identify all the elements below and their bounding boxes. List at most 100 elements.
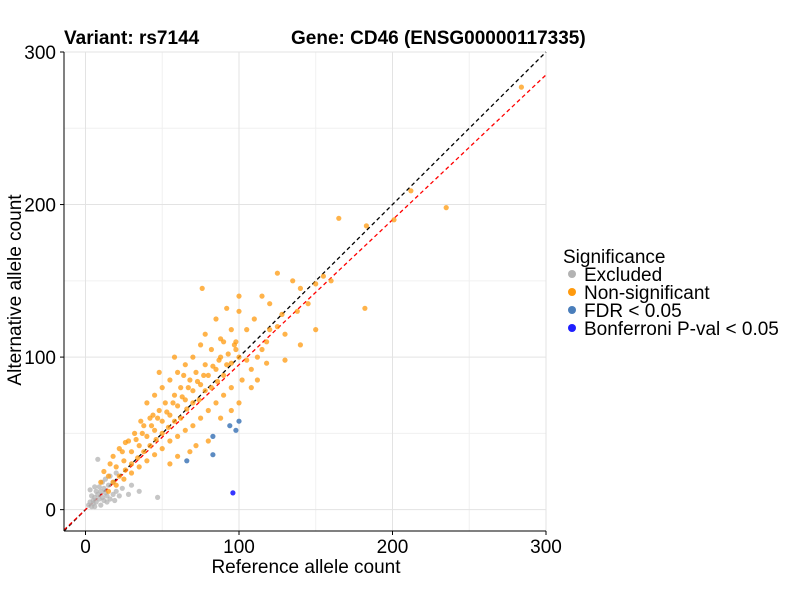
data-point — [274, 270, 280, 276]
data-point — [138, 418, 144, 424]
data-point — [107, 461, 113, 467]
y-axis-title: Alternative allele count — [5, 194, 26, 386]
data-point — [148, 423, 155, 429]
data-point — [116, 473, 122, 479]
data-point — [175, 433, 181, 439]
data-point — [87, 487, 93, 493]
data-point — [363, 223, 369, 229]
data-point — [228, 407, 234, 414]
data-point — [178, 385, 184, 391]
data-point — [89, 493, 95, 499]
data-point — [171, 418, 178, 424]
data-point — [150, 412, 156, 418]
data-point — [167, 438, 173, 444]
data-point — [221, 392, 227, 398]
data-point — [202, 362, 208, 368]
data-point — [228, 327, 234, 333]
data-point — [187, 377, 193, 383]
data-point — [121, 476, 127, 482]
data-point — [305, 301, 311, 307]
data-points — [86, 84, 525, 510]
data-point — [228, 385, 234, 391]
legend-swatch — [568, 306, 576, 314]
data-point — [205, 372, 211, 378]
data-point — [181, 372, 187, 378]
data-point — [95, 456, 101, 462]
data-point — [236, 354, 242, 360]
data-point — [251, 316, 257, 322]
data-point — [170, 400, 176, 406]
data-point — [216, 357, 222, 363]
data-point — [122, 439, 128, 446]
data-point — [202, 388, 208, 394]
legend-label: Excluded — [584, 265, 662, 286]
x-tick-label: 300 — [530, 537, 562, 558]
data-point — [159, 446, 165, 452]
data-point — [202, 331, 208, 337]
data-point — [193, 369, 199, 375]
data-point — [171, 354, 178, 360]
data-point — [182, 362, 188, 368]
data-point — [208, 346, 214, 353]
data-point — [144, 400, 150, 406]
legend-swatch — [568, 270, 576, 278]
data-point — [167, 377, 173, 383]
data-point — [125, 491, 132, 497]
data-point — [165, 424, 171, 430]
data-point — [231, 342, 237, 348]
data-point — [175, 453, 181, 459]
data-point — [136, 464, 142, 470]
data-point — [128, 470, 135, 476]
data-point — [164, 409, 170, 415]
data-point — [254, 354, 260, 360]
data-point — [297, 285, 303, 291]
data-point — [167, 461, 173, 467]
data-point — [128, 449, 135, 455]
data-point — [198, 342, 204, 348]
data-point — [112, 497, 118, 504]
data-point — [233, 346, 239, 353]
title-left: Variant: rs7144 — [64, 28, 200, 49]
legend-label: Bonferroni P-val < 0.05 — [584, 319, 779, 340]
data-point — [105, 488, 112, 494]
data-point — [159, 430, 165, 436]
data-point — [92, 504, 98, 510]
data-point — [264, 339, 270, 345]
data-point — [254, 377, 260, 383]
y-tick-label: 100 — [24, 348, 56, 369]
data-point — [105, 482, 112, 488]
data-point — [141, 449, 147, 455]
data-point — [228, 360, 234, 366]
data-point — [190, 400, 196, 406]
data-point — [184, 406, 190, 412]
data-point — [141, 423, 147, 429]
data-point — [135, 455, 141, 461]
data-point — [391, 217, 397, 223]
data-point — [110, 479, 116, 485]
data-point — [96, 484, 102, 490]
data-point — [248, 385, 254, 391]
x-axis-title: Reference allele count — [211, 557, 401, 578]
data-point — [210, 433, 216, 439]
data-point — [267, 301, 273, 307]
data-point — [274, 324, 280, 330]
data-point — [116, 493, 122, 499]
data-point — [105, 473, 112, 479]
data-point — [214, 378, 221, 385]
data-point — [175, 369, 181, 375]
data-point — [236, 293, 242, 299]
data-point — [320, 273, 326, 279]
data-point — [107, 496, 113, 502]
data-point — [190, 423, 196, 429]
axes — [63, 52, 546, 532]
data-point — [213, 400, 219, 406]
data-point — [236, 400, 242, 406]
data-point — [194, 378, 201, 385]
data-point — [92, 484, 98, 490]
legend-label: FDR < 0.05 — [584, 301, 682, 322]
data-point — [159, 418, 165, 424]
data-point — [122, 467, 128, 473]
data-point — [98, 479, 104, 485]
data-point — [175, 403, 181, 409]
data-point — [233, 427, 239, 433]
